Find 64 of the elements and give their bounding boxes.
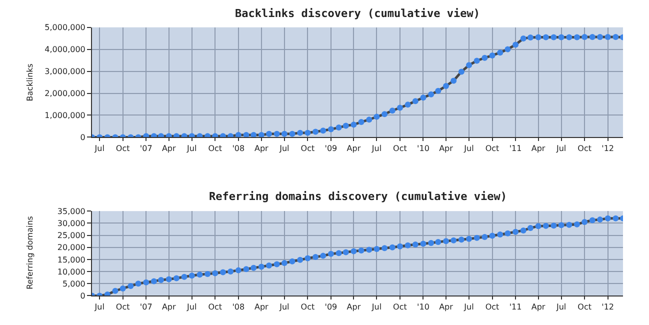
- x-tick-label: Oct: [578, 144, 592, 153]
- y-tick-label: 4,000,000: [44, 45, 86, 54]
- y-tick-label: 10,000: [57, 267, 86, 276]
- x-tick-label: Oct: [485, 302, 500, 312]
- x-tick-label: Apr: [254, 144, 270, 153]
- x-tick-label: Apr: [162, 302, 176, 312]
- x-tick-label: Jul: [370, 302, 382, 312]
- x-tick-label: Jul: [463, 144, 474, 153]
- x-tick-label: '11: [509, 144, 522, 153]
- y-tick-label: 25,000: [57, 231, 86, 240]
- x-tick-label: Jul: [555, 302, 566, 312]
- y-tick-label: 0: [80, 133, 86, 142]
- x-tick-label: '09: [324, 144, 338, 153]
- x-tick-label: '12: [602, 144, 614, 153]
- y-tick-label: 5,000: [62, 279, 86, 288]
- y-axis-title: Backlinks: [26, 64, 35, 102]
- x-tick-label: Jul: [555, 144, 566, 153]
- x-tick-label: '11: [509, 302, 522, 312]
- x-tick-label: Jul: [278, 302, 290, 312]
- y-tick-label: 0: [80, 291, 86, 300]
- x-tick-label: Jul: [370, 144, 382, 153]
- x-tick-label: Apr: [254, 302, 270, 312]
- x-tick-label: Oct: [393, 144, 407, 153]
- x-tick-label: Apr: [346, 302, 362, 312]
- y-tick-label: 15,000: [57, 255, 86, 264]
- y-tick-label: 2,000,000: [44, 89, 86, 98]
- x-tick-label: '08: [232, 302, 245, 312]
- y-tick-label: 3,000,000: [44, 67, 86, 76]
- x-tick-label: Jul: [278, 144, 290, 153]
- x-tick-label: Apr: [531, 302, 546, 312]
- chart-title: Backlinks discovery (cumulative view): [235, 7, 480, 20]
- x-tick-label: Oct: [578, 302, 592, 312]
- y-tick-label: 35,000: [57, 206, 86, 216]
- x-tick-label: Oct: [116, 302, 130, 312]
- x-tick-label: Oct: [208, 144, 222, 153]
- x-tick-label: '07: [140, 144, 152, 153]
- x-tick-label: Apr: [439, 144, 454, 153]
- x-tick-label: '10: [417, 144, 430, 153]
- y-tick-label: 1,000,000: [44, 111, 86, 120]
- x-tick-label: Jul: [94, 302, 104, 312]
- x-tick-label: Oct: [208, 302, 222, 312]
- x-tick-label: Apr: [346, 144, 362, 153]
- y-tick-label: 20,000: [57, 243, 86, 252]
- x-tick-label: Oct: [485, 144, 500, 153]
- x-tick-label: '07: [140, 302, 152, 312]
- y-tick-label: 30,000: [57, 218, 86, 228]
- x-tick-label: Jul: [94, 144, 104, 153]
- x-tick-label: Oct: [393, 302, 407, 312]
- x-tick-label: Apr: [439, 302, 454, 312]
- chart-title: Referring domains discovery (cumulative view): [209, 190, 508, 203]
- x-tick-label: Jul: [186, 302, 197, 312]
- x-tick-label: Oct: [300, 302, 315, 312]
- x-tick-label: '10: [417, 302, 430, 312]
- y-tick-label: 5,000,000: [44, 23, 86, 32]
- x-tick-label: Oct: [300, 144, 315, 153]
- x-tick-label: '09: [324, 302, 338, 312]
- x-tick-label: Oct: [116, 144, 130, 153]
- x-tick-label: Jul: [463, 302, 474, 312]
- y-axis-title: Referring domains: [26, 216, 35, 290]
- x-tick-label: Apr: [162, 144, 176, 153]
- x-tick-label: Apr: [531, 144, 546, 153]
- x-tick-label: '08: [232, 144, 245, 153]
- x-tick-label: '12: [602, 302, 614, 312]
- x-tick-label: Jul: [186, 144, 197, 153]
